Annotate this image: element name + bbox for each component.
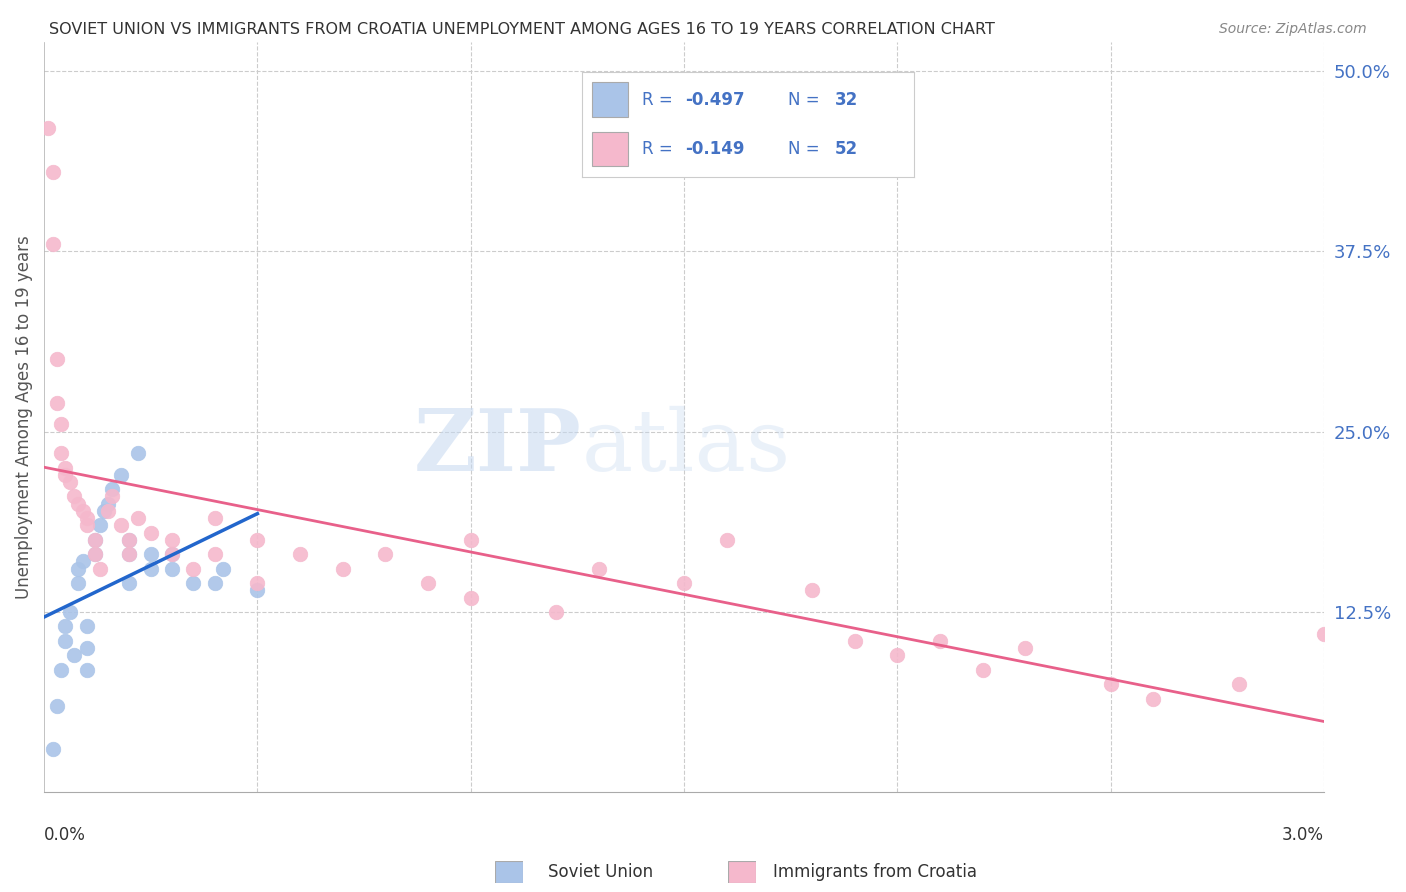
Point — [288, 547, 311, 561]
Point — [246, 576, 269, 591]
Point — [160, 533, 183, 547]
Text: Immigrants from Croatia: Immigrants from Croatia — [773, 863, 977, 881]
Point — [544, 605, 567, 619]
Point — [45, 395, 67, 409]
Point — [84, 547, 107, 561]
Point — [118, 547, 141, 561]
Y-axis label: Unemployment Among Ages 16 to 19 years: Unemployment Among Ages 16 to 19 years — [15, 235, 32, 599]
Point — [72, 554, 94, 568]
Point — [1313, 626, 1336, 640]
Point — [118, 533, 141, 547]
Point — [76, 663, 98, 677]
Point — [972, 663, 994, 677]
Point — [844, 633, 866, 648]
Point — [118, 547, 141, 561]
Point — [139, 562, 162, 576]
Point — [55, 619, 77, 633]
Point — [97, 497, 120, 511]
Point — [45, 698, 67, 713]
Point — [1099, 677, 1122, 691]
Point — [929, 633, 952, 648]
Point — [76, 619, 98, 633]
Point — [89, 518, 111, 533]
Point — [672, 576, 695, 591]
Point — [183, 562, 205, 576]
Point — [51, 417, 73, 432]
Point — [110, 467, 132, 482]
Point — [63, 490, 86, 504]
Point — [801, 583, 824, 598]
Point — [37, 121, 59, 136]
Point — [63, 648, 86, 663]
Point — [72, 504, 94, 518]
Point — [84, 547, 107, 561]
Point — [59, 605, 82, 619]
Point — [716, 533, 738, 547]
Point — [160, 562, 183, 576]
Point — [246, 533, 269, 547]
Point — [332, 562, 354, 576]
Point — [101, 483, 124, 497]
Point — [160, 547, 183, 561]
Point — [101, 490, 124, 504]
Point — [118, 533, 141, 547]
Text: Soviet Union: Soviet Union — [548, 863, 654, 881]
Point — [76, 511, 98, 525]
Point — [84, 533, 107, 547]
Point — [67, 497, 90, 511]
Point — [67, 562, 90, 576]
Point — [55, 460, 77, 475]
Point — [76, 641, 98, 656]
Point — [41, 236, 63, 251]
Point — [886, 648, 908, 663]
Point — [55, 633, 77, 648]
Point — [374, 547, 396, 561]
Point — [55, 467, 77, 482]
Point — [93, 504, 115, 518]
Point — [212, 562, 235, 576]
Point — [1142, 691, 1164, 706]
Point — [84, 533, 107, 547]
Point — [204, 511, 226, 525]
Point — [460, 533, 482, 547]
Point — [89, 562, 111, 576]
Point — [41, 164, 63, 178]
Point — [160, 547, 183, 561]
Point — [41, 742, 63, 756]
Point — [67, 576, 90, 591]
Point — [59, 475, 82, 489]
Point — [1014, 641, 1036, 656]
Point — [127, 446, 149, 460]
Point — [204, 547, 226, 561]
Text: 0.0%: 0.0% — [44, 826, 86, 844]
Text: atlas: atlas — [582, 406, 790, 489]
Point — [246, 583, 269, 598]
Point — [588, 562, 610, 576]
Text: SOVIET UNION VS IMMIGRANTS FROM CROATIA UNEMPLOYMENT AMONG AGES 16 TO 19 YEARS C: SOVIET UNION VS IMMIGRANTS FROM CROATIA … — [49, 22, 995, 37]
Point — [110, 518, 132, 533]
Point — [139, 525, 162, 540]
Point — [139, 547, 162, 561]
Text: ZIP: ZIP — [413, 405, 582, 489]
Point — [51, 446, 73, 460]
Point — [183, 576, 205, 591]
Point — [51, 663, 73, 677]
Point — [460, 591, 482, 605]
Point — [97, 504, 120, 518]
Text: Source: ZipAtlas.com: Source: ZipAtlas.com — [1219, 22, 1367, 37]
Point — [118, 576, 141, 591]
Point — [416, 576, 439, 591]
Text: 3.0%: 3.0% — [1282, 826, 1324, 844]
Point — [204, 576, 226, 591]
Point — [76, 518, 98, 533]
Point — [1227, 677, 1250, 691]
Point — [45, 352, 67, 367]
Point — [127, 511, 149, 525]
